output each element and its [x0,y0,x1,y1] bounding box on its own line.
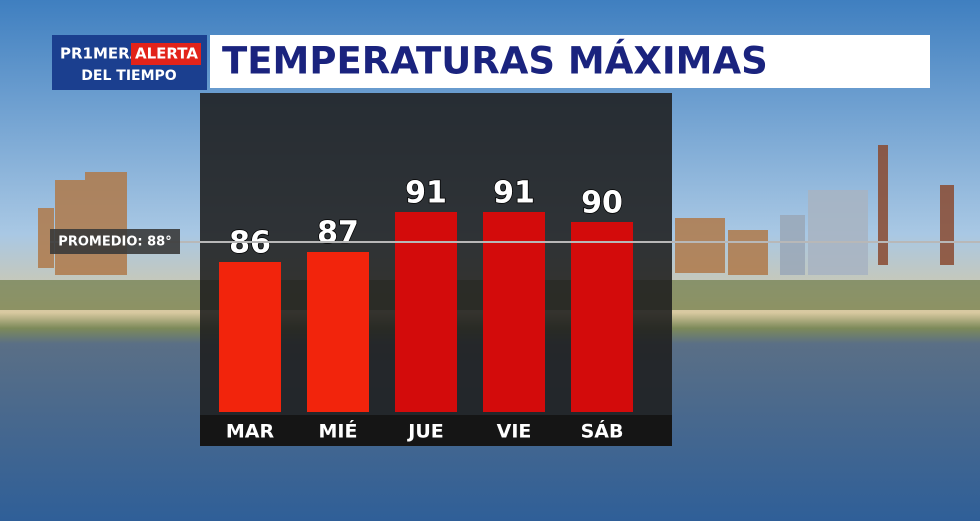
logo-alert-box [131,43,201,65]
x-tick-label: MAR [226,421,275,443]
value-label: 91 [405,176,447,211]
chart-title: TEMPERATURAS MÁXIMAS [222,39,768,83]
logo-text: DEL TIEMPO [81,68,176,84]
bar [395,212,457,412]
bar [483,212,545,412]
value-label: 90 [581,186,623,221]
x-tick-label: JUE [406,421,443,443]
x-tick-label: SÁB [581,420,624,443]
x-tick-label: MIÉ [319,420,358,443]
skyline [38,145,954,275]
value-label: 91 [493,176,535,211]
x-tick-label: VIE [497,421,532,443]
logo-text: PR1MERA [60,45,142,63]
logo-text: ALERTA [135,45,198,63]
bar [219,262,281,412]
bar [307,252,369,412]
value-label: 87 [317,216,359,251]
average-label: PROMEDIO: 88° [58,235,171,250]
average-label-box [50,229,180,254]
bar [571,222,633,412]
title-box [210,35,930,88]
category-strip [200,415,672,446]
